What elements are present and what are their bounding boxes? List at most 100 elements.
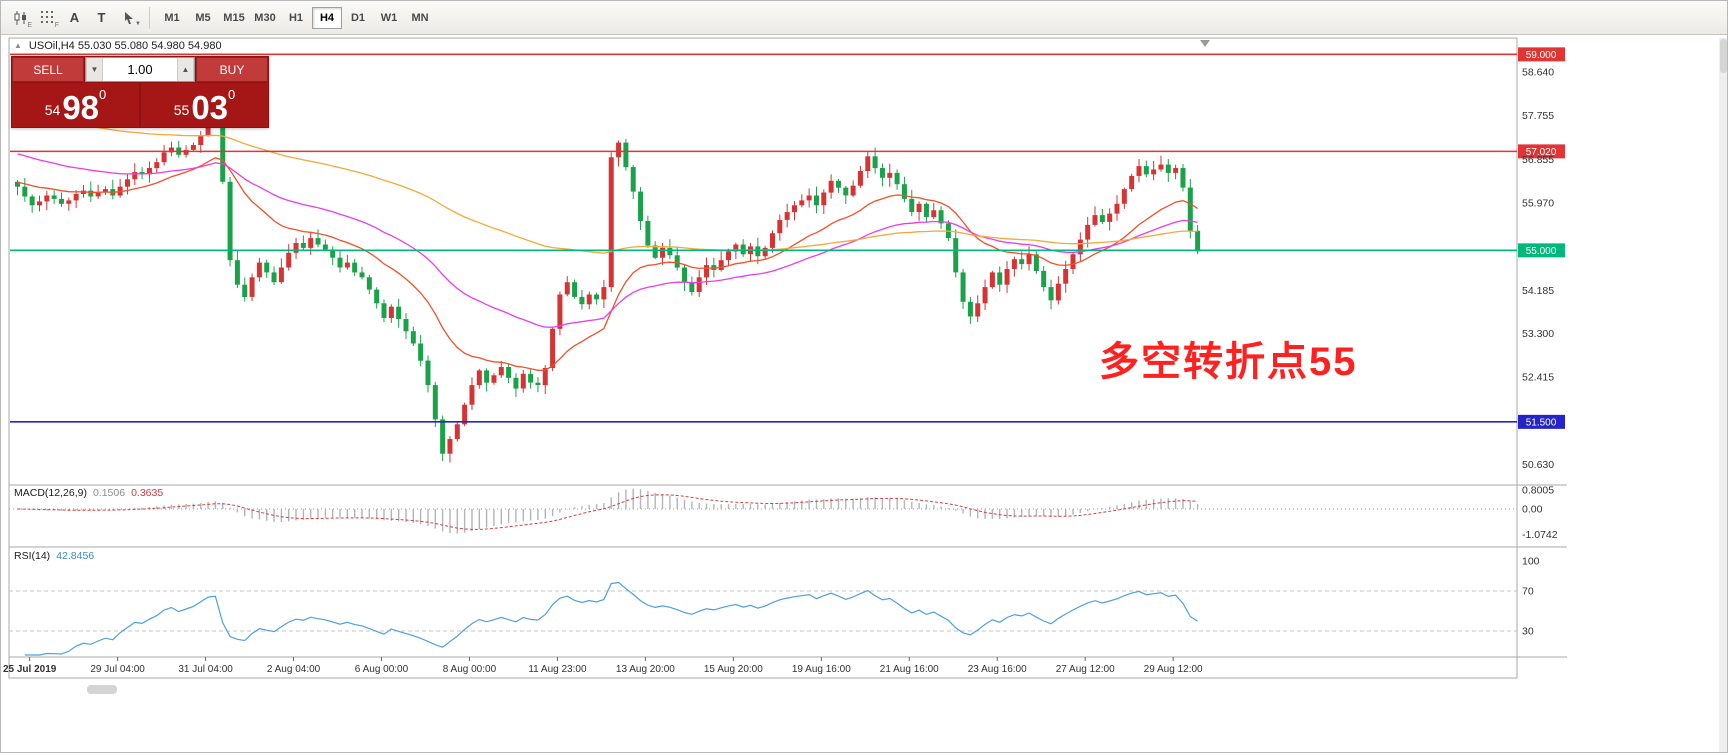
timeframe-H1[interactable]: H1 <box>281 7 311 29</box>
rsi-indicator-label: RSI(14) 42.8456 <box>14 550 94 562</box>
symbol-ohlc-text: USOil,H4 55.030 55.080 54.980 54.980 <box>28 40 222 52</box>
rsi-name: RSI(14) <box>14 550 51 562</box>
svg-text:13 Aug 20:00: 13 Aug 20:00 <box>616 664 675 675</box>
chevron-down-icon: ▼ <box>135 20 141 27</box>
volume-increase-button[interactable]: ▲ <box>177 58 194 81</box>
chevron-down-icon: ▼ <box>90 65 99 74</box>
text-label-icon[interactable]: T <box>88 6 115 30</box>
grid-icon[interactable]: F <box>34 6 61 30</box>
trade-controls-row: SELL ▼ ▲ BUY <box>12 57 268 82</box>
svg-text:6 Aug 00:00: 6 Aug 00:00 <box>355 664 409 675</box>
buy-price-pipette: 0 <box>228 87 236 102</box>
timeframe-M5[interactable]: M5 <box>188 7 218 29</box>
candlestick-chart-icon-badge: E <box>27 21 32 29</box>
svg-text:57.020: 57.020 <box>1526 147 1557 158</box>
cursor-tool-icon[interactable]: ▼ <box>115 6 142 30</box>
svg-text:51.500: 51.500 <box>1526 417 1557 428</box>
timeframe-buttons-group: M1 M5 M15 M30 H1 H4 D1 W1 MN <box>157 6 435 29</box>
sell-price-pipette: 0 <box>99 87 107 102</box>
sell-price-pips: 98 <box>62 88 100 126</box>
sell-price[interactable]: 54 98 0 <box>12 83 139 127</box>
macd-axis-label: 0.00 <box>1522 504 1543 516</box>
svg-text:58.640: 58.640 <box>1522 67 1554 79</box>
time-axis[interactable]: 25 Jul 2019 29 Jul 04:00 31 Jul 04:00 2 Aug… <box>3 657 1203 675</box>
timeframe-D1[interactable]: D1 <box>343 7 373 29</box>
chart-annotation-text[interactable]: 多空转折点55 <box>1099 340 1358 384</box>
svg-text:8 Aug 00:00: 8 Aug 00:00 <box>443 664 497 675</box>
macd-name: MACD(12,26,9) <box>14 487 87 499</box>
ma-slow-line <box>17 111 1198 254</box>
rsi-line <box>24 581 1198 656</box>
price-badge-51.500 <box>1518 414 1565 429</box>
insert-text-icon[interactable]: A <box>61 6 88 30</box>
sell-button[interactable]: SELL <box>12 57 84 82</box>
timeframe-M15[interactable]: M15 <box>219 7 249 29</box>
buy-price[interactable]: 55 03 0 <box>141 83 268 127</box>
horizontal-scrollbar-thumb[interactable] <box>87 685 117 694</box>
rsi-axis-label: 100 <box>1522 556 1540 568</box>
macd-indicator-label: MACD(12,26,9) 0.1506 0.3635 <box>14 487 163 499</box>
svg-text:53.300: 53.300 <box>1522 328 1554 340</box>
ma-mid-line <box>17 153 1198 328</box>
rsi-value: 42.8456 <box>56 550 95 562</box>
svg-text:15 Aug 20:00: 15 Aug 20:00 <box>704 664 763 675</box>
timeframe-M30[interactable]: M30 <box>250 7 280 29</box>
svg-text:27 Aug 12:00: 27 Aug 12:00 <box>1056 664 1115 675</box>
volume-stepper: ▼ ▲ <box>85 57 195 82</box>
svg-text:29 Jul 04:00: 29 Jul 04:00 <box>90 664 145 675</box>
timeframe-W1[interactable]: W1 <box>374 7 404 29</box>
macd-axis-label: 0.8005 <box>1522 485 1554 497</box>
svg-text:59.000: 59.000 <box>1526 50 1557 61</box>
rsi-axis-label: 70 <box>1522 586 1534 598</box>
chart-frame <box>8 37 1518 679</box>
macd-main-value: 0.1506 <box>92 487 126 499</box>
timeframe-M1[interactable]: M1 <box>157 7 187 29</box>
svg-text:57.755: 57.755 <box>1522 110 1554 122</box>
price-badge-59.000 <box>1518 47 1565 62</box>
rsi-axis-label: 30 <box>1522 626 1534 638</box>
buy-price-pips: 03 <box>191 88 229 126</box>
svg-text:55.970: 55.970 <box>1522 197 1554 209</box>
svg-text:25 Jul 2019: 25 Jul 2019 <box>3 664 57 675</box>
volume-input[interactable] <box>103 58 177 81</box>
svg-text:29 Aug 12:00: 29 Aug 12:00 <box>1144 664 1203 675</box>
grid-icon-badge: F <box>54 21 59 29</box>
macd-histogram <box>24 488 1199 534</box>
svg-text:55.000: 55.000 <box>1526 246 1557 257</box>
chart-canvas[interactable]: 59.000 57.020 55.000 51.500 58.640 57.755 56.8… <box>1 35 1728 753</box>
macd-signal-line <box>17 494 1198 530</box>
trade-prices-row: 54 98 0 55 03 0 <box>12 83 268 127</box>
chart-title: ▲ USOil,H4 55.030 55.080 54.980 54.980 <box>14 40 222 52</box>
toolbar: E F A T ▼ M1 M5 M15 M30 H1 H4 D1 W1 MN <box>1 1 1727 35</box>
sell-price-integer: 54 <box>44 102 61 118</box>
vertical-scrollbar-thumb[interactable] <box>1720 39 1727 73</box>
volume-decrease-button[interactable]: ▼ <box>86 58 103 81</box>
macd-signal-value: 0.3635 <box>131 487 164 499</box>
price-badge-57.020 <box>1518 144 1565 159</box>
svg-text:2 Aug 04:00: 2 Aug 04:00 <box>267 664 321 675</box>
svg-text:31 Jul 04:00: 31 Jul 04:00 <box>178 664 233 675</box>
price-axis[interactable]: 58.640 57.755 56.855 55.970 54.185 53.300 52.4… <box>1522 67 1554 471</box>
price-badge-55.000 <box>1518 243 1565 258</box>
svg-text:23 Aug 16:00: 23 Aug 16:00 <box>968 664 1027 675</box>
vertical-scrollbar[interactable] <box>1719 38 1728 753</box>
svg-text:56.855: 56.855 <box>1522 154 1554 166</box>
buy-button[interactable]: BUY <box>196 57 268 82</box>
svg-text:50.630: 50.630 <box>1522 459 1554 471</box>
svg-text:19 Aug 16:00: 19 Aug 16:00 <box>792 664 851 675</box>
buy-price-integer: 55 <box>173 102 190 118</box>
svg-text:21 Aug 16:00: 21 Aug 16:00 <box>880 664 939 675</box>
candlestick-series <box>15 118 1201 463</box>
macd-axis-label: -1.0742 <box>1522 529 1558 541</box>
chart-shift-marker[interactable] <box>1200 40 1210 47</box>
toolbar-separator <box>149 6 150 29</box>
drawing-tools-group: E F A T ▼ <box>7 6 142 30</box>
chevron-up-icon: ▲ <box>181 65 190 74</box>
svg-text:54.185: 54.185 <box>1522 285 1554 297</box>
collapse-panel-icon[interactable]: ▲ <box>14 41 22 50</box>
timeframe-H4[interactable]: H4 <box>312 6 342 29</box>
timeframe-MN[interactable]: MN <box>405 7 435 29</box>
candlestick-chart-icon[interactable]: E <box>7 6 34 30</box>
